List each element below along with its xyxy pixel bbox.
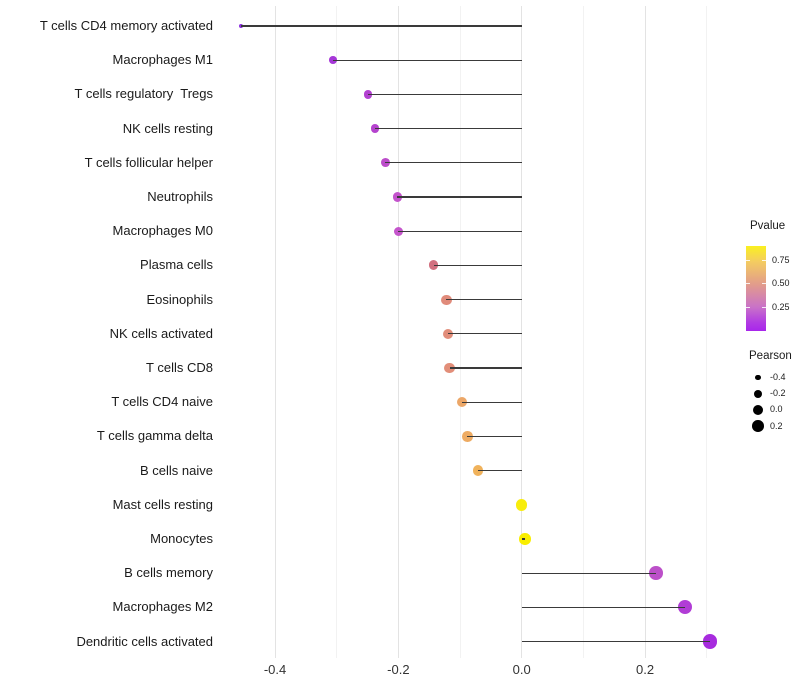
category-label: T cells follicular helper [84, 154, 213, 170]
lollipop-stick [467, 435, 522, 438]
category-label: B cells naive [140, 462, 213, 478]
category-label: Dendritic cells activated [76, 633, 213, 649]
colorbar-tick-mark [762, 306, 766, 308]
lollipop-stick [368, 93, 522, 96]
data-point [363, 90, 373, 99]
category-label: Macrophages M0 [112, 223, 213, 239]
legend-size-dot [754, 389, 762, 398]
gridline-major [397, 6, 399, 658]
colorbar-tick-mark [762, 283, 766, 285]
data-point [515, 499, 528, 511]
gridline-minor [336, 6, 338, 658]
legend-size-label: -0.4 [770, 371, 786, 382]
gridline-major [521, 6, 523, 658]
data-point [380, 158, 390, 168]
lollipop-stick [397, 196, 522, 198]
lollipop-stick [521, 572, 657, 574]
x-tick-label: -0.2 [387, 662, 410, 677]
lollipop-stick [521, 538, 525, 540]
legend-size-dot [753, 404, 763, 415]
lollipop-stick [385, 162, 522, 164]
gridline-minor [706, 6, 708, 658]
gridline-major [274, 6, 276, 658]
lollipop-stick [461, 401, 522, 403]
category-label: Macrophages M1 [112, 52, 213, 68]
data-point [456, 396, 468, 408]
lollipop-stick [433, 264, 522, 267]
data-point [393, 226, 403, 236]
category-label: NK cells activated [109, 325, 213, 341]
colorbar-tick-mark [762, 260, 766, 262]
data-point [649, 566, 663, 580]
lollipop-stick [332, 59, 522, 61]
category-label: Plasma cells [140, 257, 213, 273]
lollipop-stick [521, 640, 710, 643]
category-label: T cells gamma delta [96, 428, 213, 444]
lollipop-stick [374, 127, 522, 130]
lollipop-stick [398, 230, 522, 232]
data-point [238, 23, 244, 29]
lollipop-stick [446, 298, 522, 301]
legend-size-label: 0.2 [770, 420, 783, 431]
pearson-legend-title: Pearson [749, 350, 792, 362]
data-point [392, 192, 402, 202]
lollipop-stick [447, 333, 522, 335]
pvalue-legend-title: Pvalue [750, 220, 786, 232]
colorbar-tick-label: 0.25 [772, 301, 790, 312]
gridline-minor [459, 6, 461, 658]
category-label: T cells CD4 memory activated [39, 18, 213, 33]
category-label: Eosinophils [146, 291, 214, 307]
lollipop-stick [477, 469, 522, 472]
legend-size-dot [755, 374, 761, 380]
category-label: Neutrophils [147, 189, 213, 204]
pvalue-colorbar [746, 246, 766, 331]
category-label: T cells regulatory Tregs [74, 86, 213, 102]
data-point [519, 533, 531, 545]
data-point [702, 634, 717, 649]
x-tick-label: -0.4 [263, 662, 287, 677]
legend-size-label: 0.0 [770, 404, 783, 415]
x-tick-label: 0.2 [635, 662, 655, 677]
category-label: T cells CD8 [146, 360, 213, 375]
category-label: Mast cells resting [112, 496, 213, 512]
colorbar-tick-label: 0.75 [772, 255, 790, 266]
category-label: Monocytes [150, 531, 213, 546]
legend-size-label: -0.2 [770, 388, 786, 399]
category-label: B cells memory [124, 565, 213, 581]
data-point [678, 600, 693, 615]
data-point [441, 294, 452, 305]
lollipop-stick [449, 367, 522, 369]
category-label: Macrophages M2 [112, 599, 213, 615]
colorbar-tick-mark [746, 260, 750, 262]
category-label: T cells CD4 naive [111, 394, 213, 410]
colorbar-tick-mark [746, 306, 750, 308]
category-label: NK cells resting [122, 120, 213, 136]
x-tick-label: 0.0 [512, 662, 531, 677]
lollipop-stick [521, 606, 686, 609]
colorbar-tick-label: 0.50 [772, 278, 790, 289]
gridline-major [644, 6, 646, 658]
legend-size-dot [752, 420, 764, 433]
gridline-minor [582, 6, 584, 658]
colorbar-tick-mark [746, 283, 750, 285]
lollipop-stick [241, 25, 522, 27]
